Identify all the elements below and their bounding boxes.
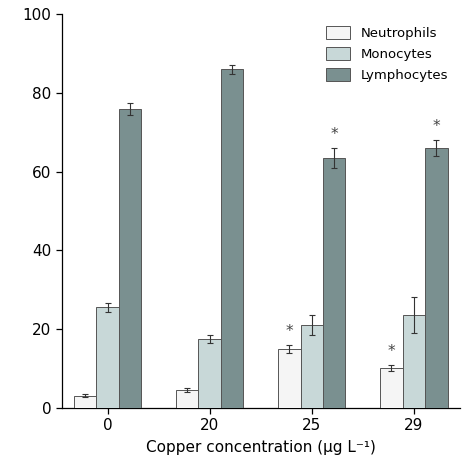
- Bar: [425, 148, 447, 408]
- Bar: [380, 368, 402, 408]
- Bar: [402, 315, 425, 408]
- Text: *: *: [388, 344, 395, 359]
- Text: *: *: [285, 324, 293, 339]
- X-axis label: Copper concentration (μg L⁻¹): Copper concentration (μg L⁻¹): [146, 440, 375, 455]
- Bar: [119, 109, 141, 408]
- Text: *: *: [330, 127, 338, 142]
- Bar: [323, 158, 346, 408]
- Bar: [221, 69, 243, 408]
- Text: *: *: [432, 119, 440, 134]
- Bar: [278, 349, 301, 408]
- Bar: [74, 396, 96, 408]
- Bar: [176, 390, 199, 408]
- Bar: [199, 339, 221, 408]
- Bar: [301, 325, 323, 408]
- Bar: [96, 307, 119, 408]
- Legend: Neutrophils, Monocytes, Lymphocytes: Neutrophils, Monocytes, Lymphocytes: [318, 18, 456, 90]
